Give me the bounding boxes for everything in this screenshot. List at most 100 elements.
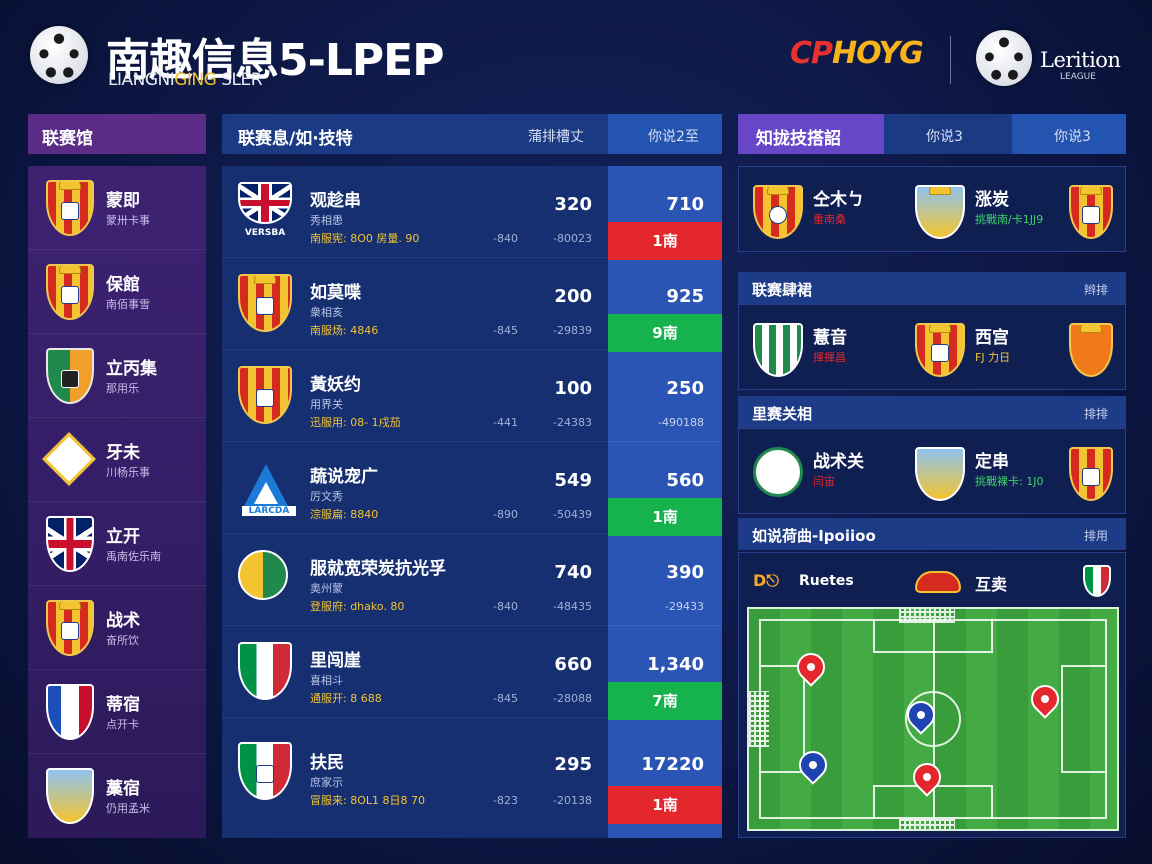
pitch-panel: D⎋ Ruetes 互卖 bbox=[738, 552, 1126, 838]
league-item[interactable]: 战术 奋所饮 bbox=[28, 586, 206, 670]
header-divider bbox=[950, 36, 951, 84]
team-sub: 奥州蒙 bbox=[310, 582, 343, 595]
circle-crest-icon bbox=[753, 447, 803, 501]
column-header-b[interactable]: 蒲排槽丈 bbox=[528, 129, 584, 145]
section-bar[interactable]: 联赛肆裙 辫排 bbox=[738, 272, 1126, 304]
tab-active[interactable]: 知拢技搭詔 bbox=[738, 114, 884, 154]
league-item-name: 蒙即 bbox=[106, 191, 140, 211]
blue-white-crest-icon bbox=[46, 684, 94, 740]
league-item[interactable]: 保館 南佰事雪 bbox=[28, 250, 206, 334]
result-badge[interactable]: 7南 bbox=[608, 682, 722, 720]
league-item[interactable]: 牙未 川杨乐事 bbox=[28, 418, 206, 502]
team-name: 扶民 bbox=[310, 753, 344, 773]
table-row[interactable]: 扶民 庶家示 冒服来: 8OL1 8日8 70 295 -823 -20138 … bbox=[222, 718, 722, 838]
tab-2[interactable]: 你说3 bbox=[926, 129, 963, 145]
team-sub: 庶家示 bbox=[310, 776, 343, 789]
soccer-ball-logo-icon bbox=[30, 26, 88, 84]
top-penalty-box bbox=[873, 619, 993, 653]
aux-value-1: -823 bbox=[493, 794, 518, 807]
value-primary: 320 bbox=[554, 194, 592, 215]
table-row[interactable]: LARCDA 蔬说宠广 厉文秀 淙服扁: 8840 549 -890 -5043… bbox=[222, 442, 722, 536]
kicker-logo-icon: D⎋ bbox=[753, 571, 779, 590]
spain-crest-icon bbox=[238, 366, 292, 424]
team-name: 观趁串 bbox=[310, 191, 361, 211]
section-bar[interactable]: 里赛关相 排排 bbox=[738, 396, 1126, 428]
team-sub: 挑戰裸卡: 1J0 bbox=[975, 475, 1044, 488]
result-badge[interactable]: 1南 bbox=[608, 498, 722, 536]
section-bar[interactable]: 如说荷曲-Ipoiioo 排用 bbox=[738, 518, 1126, 550]
league-item-name: 保館 bbox=[106, 275, 140, 295]
league-subtitle: LEAGUE bbox=[1060, 72, 1096, 82]
right-penalty-box bbox=[1061, 665, 1107, 773]
aux-value-1: -845 bbox=[493, 324, 518, 337]
bottom-goal bbox=[899, 819, 955, 829]
table-row[interactable]: VERSBA 观趁串 秀相患 南服宪: 8O0 房量. 90 320 -840 … bbox=[222, 166, 722, 260]
league-item-name: 藁宿 bbox=[106, 779, 140, 799]
result-badge[interactable]: 1南 bbox=[608, 786, 722, 824]
team-stat: 淙服扁: 8840 bbox=[310, 508, 379, 521]
italy-crest-icon bbox=[238, 642, 292, 700]
match-card[interactable]: 战术关 闫宙 定串 挑戰裸卡: 1J0 bbox=[738, 428, 1126, 514]
column-header-c-cell[interactable]: 你说2至 bbox=[608, 114, 722, 154]
center-heading[interactable]: 联赛息/如·技特 bbox=[238, 129, 353, 149]
team-sub: 衆相亥 bbox=[310, 306, 343, 319]
spain-crest-icon bbox=[238, 274, 292, 332]
aux-value-2: -48435 bbox=[553, 600, 592, 613]
circle-green-crest-icon bbox=[238, 550, 292, 608]
league-item[interactable]: 立开 禹南佐乐南 bbox=[28, 502, 206, 586]
aux-value-2: -80023 bbox=[553, 232, 592, 245]
league-item-sub: 蒙卅卡事 bbox=[106, 214, 150, 227]
league-item[interactable]: 立丙集 那用乐 bbox=[28, 334, 206, 418]
crown-crest-icon bbox=[915, 565, 961, 597]
match-card[interactable]: 仝木ㄅ 重南桑 涨炭 挑戰南/卡1JJ9 bbox=[738, 166, 1126, 252]
team-sub: 秀相患 bbox=[310, 214, 343, 227]
aux-value-1: -840 bbox=[493, 600, 518, 613]
center-circle bbox=[905, 691, 961, 747]
green-white-crest-icon bbox=[753, 323, 803, 377]
table-row[interactable]: 里闯崖 喜相斗 通服开: 8 688 660 -845 -28088 1,340… bbox=[222, 626, 722, 720]
value-secondary: 925 bbox=[666, 286, 704, 307]
spain-crest-icon bbox=[46, 600, 94, 656]
league-item[interactable]: 蒂宿 点开卡 bbox=[28, 670, 206, 754]
page-title: 南趣信息5-LPEP bbox=[106, 35, 444, 86]
green-shield-crest-icon bbox=[46, 348, 94, 404]
match-card[interactable]: 薏音 揮揮昌 西宫 FJ 力日 bbox=[738, 304, 1126, 390]
orange-crest-icon bbox=[1069, 323, 1113, 377]
league-item-sub: 南佰事雪 bbox=[106, 298, 150, 311]
aux-value-2: -28088 bbox=[553, 692, 592, 705]
aux-value-1: -845 bbox=[493, 692, 518, 705]
soccer-pitch[interactable] bbox=[747, 607, 1119, 831]
left-penalty-box bbox=[759, 665, 805, 773]
left-panel-heading[interactable]: 联赛馆 bbox=[28, 114, 206, 154]
value-primary: 660 bbox=[554, 654, 592, 675]
team-table: VERSBA 观趁串 秀相患 南服宪: 8O0 房量. 90 320 -840 … bbox=[222, 166, 722, 838]
aux-value-2: -24383 bbox=[553, 416, 592, 429]
uk-crest-icon: VERSBA bbox=[238, 182, 292, 240]
league-item-name: 蒂宿 bbox=[106, 695, 140, 715]
league-item[interactable]: 藁宿 仍用孟米 bbox=[28, 754, 206, 838]
team-stat: 冒服来: 8OL1 8日8 70 bbox=[310, 794, 425, 807]
tab-3[interactable]: 你说3 bbox=[1012, 114, 1126, 154]
table-row[interactable]: 如莫喋 衆相亥 南服炀: 4846 200 -845 -29839 925 9南 bbox=[222, 258, 722, 352]
table-row[interactable]: 黃妖约 用界关 迅服用: 08- 1戍茄 100 -441 -24383 250… bbox=[222, 350, 722, 442]
spain-crest-icon bbox=[1069, 185, 1113, 239]
team-stat: 通服开: 8 688 bbox=[310, 692, 382, 705]
spain-crest-icon bbox=[46, 264, 94, 320]
sponsor-logo[interactable]: CPHOYG bbox=[790, 36, 924, 71]
league-item-sub: 奋所饮 bbox=[106, 634, 139, 647]
team-name: 西宫 bbox=[975, 328, 1009, 348]
league-item[interactable]: 蒙即 蒙卅卡事 bbox=[28, 166, 206, 250]
league-item-sub: 那用乐 bbox=[106, 382, 139, 395]
aux-value-3: -490188 bbox=[658, 416, 704, 429]
result-badge[interactable]: 1南 bbox=[608, 222, 722, 260]
league-item-sub: 点开卡 bbox=[106, 718, 139, 731]
team-sub: 喜相斗 bbox=[310, 674, 343, 687]
value-secondary: 710 bbox=[666, 194, 704, 215]
team-name: 服就宽荣炭抗光孚 bbox=[310, 559, 446, 579]
team-sub: FJ 力日 bbox=[975, 351, 1011, 364]
team-name: 黃妖约 bbox=[310, 375, 361, 395]
result-badge[interactable]: 9南 bbox=[608, 314, 722, 352]
value-secondary: 390 bbox=[666, 562, 704, 583]
league-name: Lerition bbox=[1040, 48, 1121, 72]
table-row[interactable]: 服就宽荣炭抗光孚 奥州蒙 登服府: dhako. 80 740 -840 -48… bbox=[222, 534, 722, 626]
